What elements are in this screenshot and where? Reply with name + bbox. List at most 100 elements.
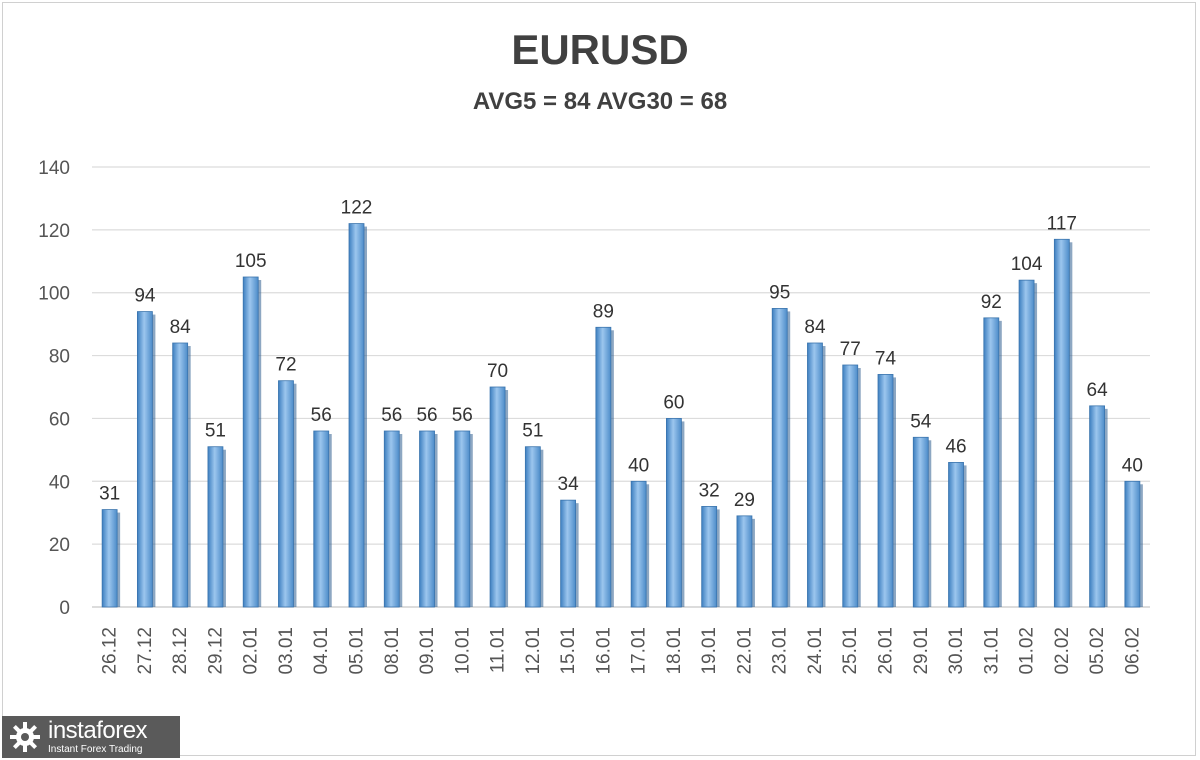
bar xyxy=(771,308,788,608)
bar xyxy=(560,499,576,608)
bar-value-label: 29 xyxy=(734,490,755,511)
y-axis-ticks: 0 20 40 60 80 100 120 140 xyxy=(38,158,70,619)
bar-value-label: 40 xyxy=(1122,455,1143,476)
bar xyxy=(595,326,612,608)
x-tick-label: 24.01 xyxy=(805,627,826,675)
logo-tagline: Instant Forex Trading xyxy=(48,744,143,755)
bars xyxy=(101,223,1143,608)
bar xyxy=(842,364,859,608)
x-axis-ticks: 26.12 27.12 28.12 29.12 02.01 03.01 04.01 05.01… xyxy=(100,627,1144,675)
bar-value-label: 40 xyxy=(628,455,649,476)
bar-value-label: 70 xyxy=(487,361,508,382)
x-tick-label: 31.01 xyxy=(981,627,1002,675)
instaforex-logo: instaforex Instant Forex Trading xyxy=(2,716,180,758)
bar xyxy=(807,342,823,608)
bar xyxy=(524,446,541,608)
x-tick-label: 19.01 xyxy=(699,627,720,675)
bar xyxy=(701,506,718,608)
bar-value-label: 84 xyxy=(804,317,826,338)
y-tick-label: 100 xyxy=(38,284,70,305)
bar-value-label: 32 xyxy=(699,480,720,501)
bar xyxy=(313,430,330,608)
bar xyxy=(1124,480,1141,608)
bar-value-label: 31 xyxy=(99,484,120,505)
bar-value-label: 72 xyxy=(275,355,296,376)
bar-value-label: 77 xyxy=(840,339,861,360)
bar xyxy=(1018,279,1035,608)
bar-value-label: 60 xyxy=(663,392,684,413)
bar-value-label: 54 xyxy=(910,411,932,432)
bar-value-label: 46 xyxy=(945,436,966,457)
bar xyxy=(454,430,471,608)
bar xyxy=(736,515,753,608)
bar-value-label: 56 xyxy=(311,405,332,426)
bar-value-label: 51 xyxy=(522,421,543,442)
chart-subtitle: AVG5 = 84 AVG30 = 68 xyxy=(472,88,728,115)
x-tick-label: 03.01 xyxy=(276,627,297,675)
y-tick-label: 60 xyxy=(49,409,70,430)
y-tick-label: 20 xyxy=(49,535,70,556)
y-tick-label: 140 xyxy=(38,158,70,179)
x-tick-label: 11.01 xyxy=(488,627,509,673)
bar xyxy=(877,374,894,608)
x-tick-label: 09.01 xyxy=(417,627,438,675)
x-tick-label: 26.12 xyxy=(100,627,121,675)
data-labels: 31 94 84 51 105 72 56 122 56 56 56 70 51 34 89 40 60 32 29… xyxy=(99,198,1143,511)
x-tick-label: 17.01 xyxy=(629,627,650,675)
bar xyxy=(419,430,435,608)
x-tick-label: 15.01 xyxy=(558,627,579,675)
bar xyxy=(242,276,259,608)
x-tick-label: 02.01 xyxy=(241,627,262,675)
chart-title: EURUSD xyxy=(511,26,689,73)
bar-value-label: 56 xyxy=(452,405,473,426)
bar-value-label: 94 xyxy=(134,286,156,307)
bar xyxy=(136,311,153,608)
bar-value-label: 122 xyxy=(341,198,373,219)
bar xyxy=(666,418,682,608)
x-tick-label: 16.01 xyxy=(593,627,614,675)
bar xyxy=(1053,238,1070,608)
bar-value-label: 74 xyxy=(875,348,897,369)
bar-value-label: 56 xyxy=(416,405,437,426)
bar-value-label: 56 xyxy=(381,405,402,426)
x-tick-label: 08.01 xyxy=(382,627,403,675)
x-tick-label: 04.01 xyxy=(311,627,332,675)
bar xyxy=(101,509,118,608)
x-tick-label: 12.01 xyxy=(523,627,544,675)
x-tick-label: 29.01 xyxy=(911,627,932,675)
bar-value-label: 92 xyxy=(981,292,1002,313)
bar-value-label: 51 xyxy=(205,421,226,442)
gear-logo-icon xyxy=(10,722,40,752)
x-tick-label: 05.02 xyxy=(1087,627,1108,675)
bar-value-label: 117 xyxy=(1047,213,1077,234)
bar xyxy=(912,436,929,608)
y-tick-label: 120 xyxy=(38,221,70,242)
y-tick-label: 0 xyxy=(59,598,70,619)
y-tick-label: 80 xyxy=(49,347,70,368)
bar xyxy=(383,430,400,608)
x-tick-label: 18.01 xyxy=(664,627,685,675)
bar-value-label: 84 xyxy=(170,317,192,338)
x-tick-label: 27.12 xyxy=(135,627,156,675)
x-tick-label: 28.12 xyxy=(170,627,191,675)
bar xyxy=(172,342,189,608)
bar-value-label: 105 xyxy=(235,251,267,272)
logo-name: instaforex xyxy=(48,717,148,744)
x-tick-label: 10.01 xyxy=(452,627,473,675)
x-tick-label: 05.01 xyxy=(347,627,368,675)
bar xyxy=(948,462,964,608)
bar-value-label: 104 xyxy=(1011,254,1043,275)
x-tick-label: 29.12 xyxy=(205,627,226,675)
bar xyxy=(278,380,294,608)
gridlines xyxy=(92,166,1150,608)
x-tick-label: 30.01 xyxy=(946,627,967,675)
bar xyxy=(348,223,365,608)
bar-value-label: 34 xyxy=(558,474,580,495)
x-tick-label: 26.01 xyxy=(876,627,897,675)
bar xyxy=(489,386,506,608)
bar-value-label: 89 xyxy=(593,301,614,322)
bar xyxy=(983,317,1000,608)
x-tick-label: 06.02 xyxy=(1122,627,1143,675)
bar xyxy=(630,480,647,608)
